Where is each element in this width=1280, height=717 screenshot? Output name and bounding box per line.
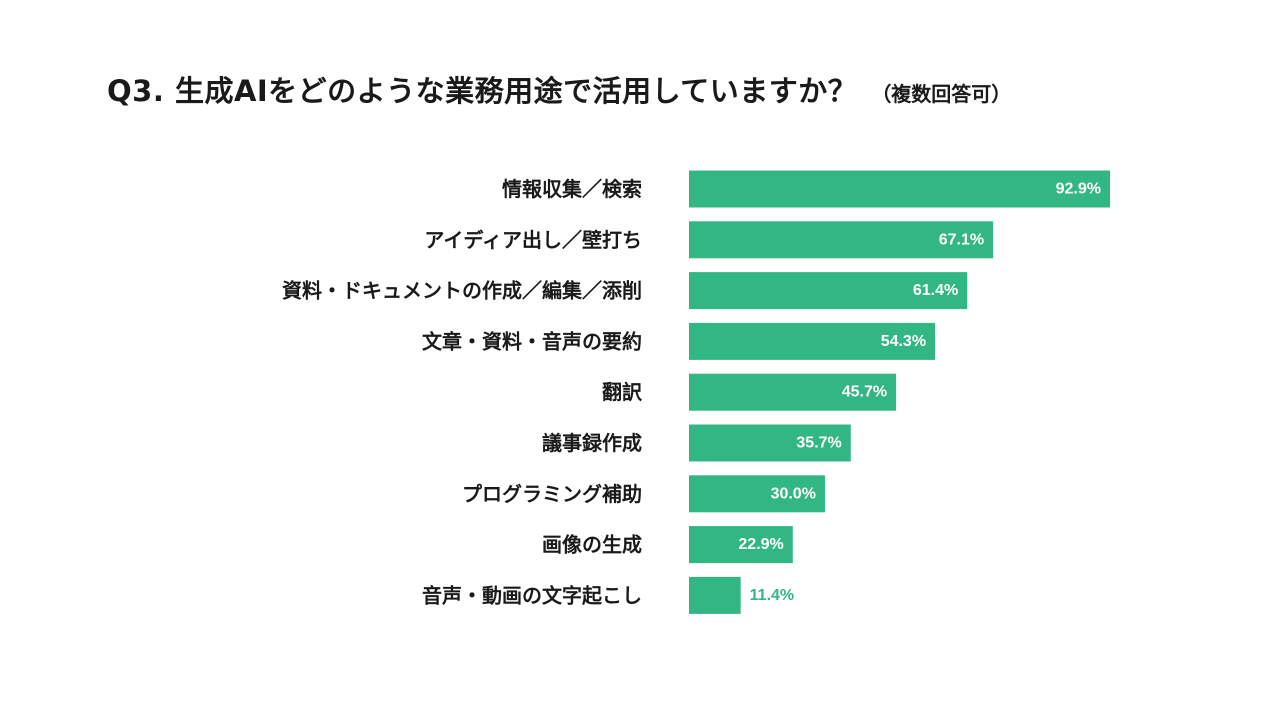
bar	[689, 424, 851, 462]
value-label: 67.1%	[939, 231, 984, 248]
category-label: 資料・ドキュメントの作成／編集／添削	[282, 279, 642, 303]
bar-row: プログラミング補助 30.0%	[462, 475, 825, 513]
bar-row: 情報収集／検索 92.9%	[502, 170, 1110, 208]
value-label: 11.4%	[750, 587, 794, 604]
category-label: アイディア出し／壁打ち	[424, 228, 642, 252]
chart-title: Q3. 生成AIをどのような業務用途で活用していますか？	[107, 74, 858, 108]
bar-row: 翻訳 45.7%	[602, 373, 897, 411]
bar-row: 音声・動画の文字起こし 11.4%	[422, 576, 794, 614]
bar-row: 資料・ドキュメントの作成／編集／添削 61.4%	[282, 272, 968, 310]
bar	[689, 526, 793, 564]
category-label: プログラミング補助	[462, 482, 642, 506]
category-label: 議事録作成	[542, 431, 642, 455]
category-label: 文章・資料・音声の要約	[422, 329, 642, 353]
value-label: 22.9%	[738, 536, 783, 553]
category-label: 画像の生成	[542, 533, 642, 557]
bar	[689, 221, 994, 259]
value-label: 30.0%	[771, 485, 816, 502]
category-label: 音声・動画の文字起こし	[422, 583, 642, 607]
value-label: 92.9%	[1056, 181, 1101, 198]
bar	[689, 373, 897, 411]
bar	[689, 322, 936, 360]
chart-title-row: Q3. 生成AIをどのような業務用途で活用していますか？ （複数回答可）	[107, 68, 1011, 112]
bar	[689, 475, 825, 513]
bar-row: 議事録作成 35.7%	[542, 424, 851, 462]
value-label: 61.4%	[913, 282, 958, 299]
category-label: 翻訳	[602, 380, 643, 404]
bar	[689, 576, 741, 614]
category-label: 情報収集／検索	[502, 177, 642, 201]
value-label: 35.7%	[796, 435, 841, 452]
value-label: 45.7%	[842, 384, 887, 401]
bar	[689, 170, 1110, 208]
value-label: 54.3%	[881, 333, 926, 350]
chart-subtitle: （複数回答可）	[871, 82, 1012, 106]
bar-row: 画像の生成 22.9%	[542, 526, 793, 564]
bar-row: 文章・資料・音声の要約 54.3%	[422, 322, 936, 360]
bar	[689, 272, 968, 310]
bar-row: アイディア出し／壁打ち 67.1%	[424, 221, 994, 259]
